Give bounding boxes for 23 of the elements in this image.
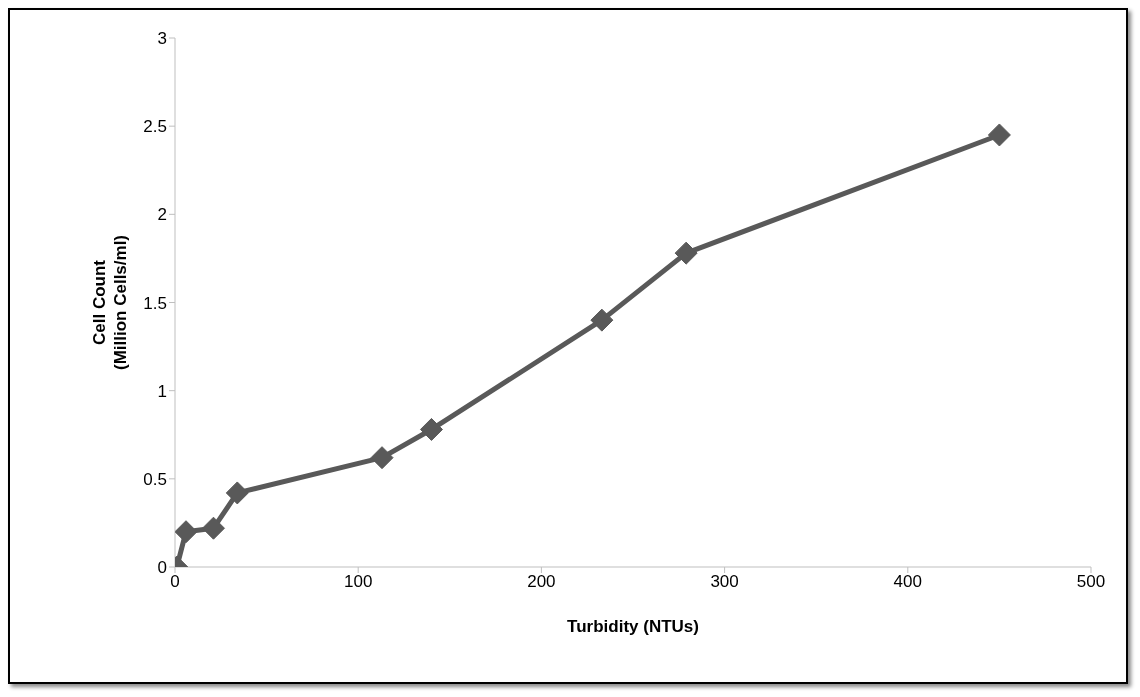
y-tick-label: 1 [157,381,167,401]
point [201,516,225,540]
point [590,308,614,332]
x-axis-title: Turbidity (NTUs) [567,617,699,636]
x-tick-label: 200 [527,572,556,592]
y-tick-label: 2.5 [143,117,167,137]
point [419,417,443,441]
x-tick-label: 0 [170,572,180,592]
x-tick-label: 300 [710,572,739,592]
y-tick-label: 1.5 [143,293,167,313]
point [370,446,394,470]
y-tick-label: 0 [157,558,167,578]
point [674,241,698,265]
point [175,520,198,544]
point [987,123,1011,147]
y-tick-label: 2 [157,205,167,225]
x-tick-label: 400 [893,572,922,592]
x-tick-label: 100 [344,572,373,592]
y-tick-label: 3 [157,29,167,49]
y-axis-title: Cell Count (Million Cells/ml) [90,234,130,371]
point [225,481,249,505]
x-tick-label: 500 [1076,572,1106,592]
y-tick-label: 0.5 [143,469,167,489]
